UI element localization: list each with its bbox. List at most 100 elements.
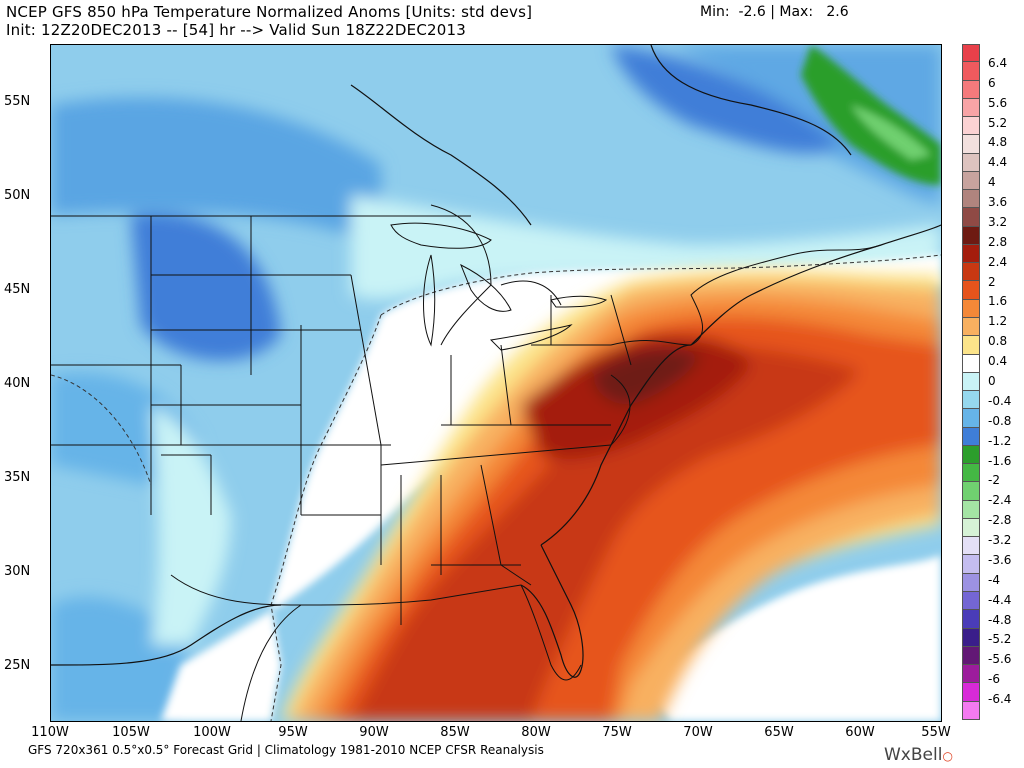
min-max-readout: Min: -2.6 | Max: 2.6 (700, 4, 849, 20)
colorbar-label: -0.4 (988, 393, 1012, 408)
colorbar-label: -4.8 (988, 612, 1012, 627)
colorbar-swatch (962, 610, 980, 629)
map-subtitle: Init: 12Z20DEC2013 -- [54] hr --> Valid … (6, 21, 466, 39)
lon-label: 70W (683, 725, 713, 740)
colorbar-swatch (962, 117, 980, 136)
colorbar-swatch (962, 299, 980, 318)
colorbar-swatch (962, 646, 980, 666)
colorbar-label: 2 (988, 274, 996, 289)
colorbar-swatch (962, 391, 980, 410)
colorbar-label: 4.8 (988, 135, 1008, 150)
lat-label: 40N (4, 376, 31, 391)
lon-label: 85W (440, 725, 470, 740)
colorbar-label: 1.2 (988, 314, 1008, 329)
brand-logo: WxBell○ (884, 745, 953, 765)
lat-label: 45N (4, 282, 31, 297)
lon-label: 80W (521, 725, 551, 740)
colorbar-swatch (962, 573, 980, 592)
colorbar-swatch (962, 98, 980, 118)
colorbar-swatch (962, 500, 980, 519)
colorbar-swatch (962, 208, 980, 227)
colorbar-swatch (962, 354, 980, 373)
colorbar-swatch (962, 683, 980, 702)
colorbar-swatch (962, 701, 980, 720)
brand-dot-icon: ○ (942, 749, 953, 763)
anomaly-map (50, 44, 942, 722)
colorbar (962, 44, 980, 720)
colorbar-swatch (962, 263, 980, 282)
colorbar-label: 4 (988, 175, 996, 190)
colorbar-swatch (962, 190, 980, 209)
colorbar-swatch (962, 518, 980, 538)
colorbar-swatch (962, 628, 980, 647)
colorbar-swatch (962, 336, 980, 355)
colorbar-label: 6 (988, 75, 996, 90)
lat-label: 25N (4, 658, 31, 673)
colorbar-swatch (962, 591, 980, 611)
colorbar-label: -4.4 (988, 592, 1012, 607)
colorbar-label: -5.2 (988, 632, 1012, 647)
colorbar-label: 6.4 (988, 55, 1008, 70)
colorbar-swatch (962, 80, 980, 99)
colorbar-swatch (962, 281, 980, 300)
lat-label: 50N (4, 188, 31, 203)
map-canvas (51, 45, 941, 721)
lat-label: 30N (4, 564, 31, 579)
lon-label: 60W (845, 725, 875, 740)
colorbar-swatch (962, 482, 980, 501)
lon-label: 90W (359, 725, 389, 740)
colorbar-label: -6 (988, 672, 1000, 687)
colorbar-label: 2.4 (988, 254, 1008, 269)
footer-credits: GFS 720x361 0.5°x0.5° Forecast Grid | Cl… (28, 743, 544, 757)
colorbar-swatch (962, 427, 980, 446)
colorbar-label: 0.4 (988, 354, 1008, 369)
colorbar-swatch (962, 555, 980, 574)
map-title: NCEP GFS 850 hPa Temperature Normalized … (6, 3, 533, 21)
green-anomaly-field (801, 45, 941, 185)
lon-label: 65W (764, 725, 794, 740)
warm-anomaly-field (281, 269, 941, 721)
colorbar-label: -2.4 (988, 493, 1012, 508)
colorbar-label: 3.6 (988, 195, 1008, 210)
colorbar-swatch (962, 244, 980, 264)
lon-label: 110W (31, 725, 69, 740)
colorbar-label: -1.2 (988, 433, 1012, 448)
colorbar-swatch (962, 665, 980, 684)
colorbar-swatch (962, 44, 980, 63)
political-borders (51, 204, 882, 721)
colorbar-label: -1.6 (988, 453, 1012, 468)
colorbar-label: 5.2 (988, 115, 1008, 130)
lon-label: 100W (193, 725, 231, 740)
colorbar-label: 2.8 (988, 234, 1008, 249)
colorbar-label: -2.8 (988, 513, 1012, 528)
colorbar-swatch (962, 226, 980, 245)
colorbar-swatch (962, 153, 980, 172)
brand-name: WxBell (884, 745, 943, 765)
colorbar-swatch (962, 409, 980, 428)
colorbar-label: -2 (988, 473, 1000, 488)
colorbar-label: -0.8 (988, 413, 1012, 428)
colorbar-label: 4.4 (988, 155, 1008, 170)
lon-label: 105W (112, 725, 150, 740)
colorbar-swatch (962, 537, 980, 556)
colorbar-swatch (962, 135, 980, 154)
great-lakes (390, 222, 608, 351)
colorbar-swatch (962, 445, 980, 465)
colorbar-label: -6.4 (988, 692, 1012, 707)
colorbar-swatch (962, 317, 980, 337)
colorbar-label: 0 (988, 374, 996, 388)
colorbar-swatch (962, 171, 980, 191)
colorbar-label: -5.6 (988, 652, 1012, 667)
lat-label: 35N (4, 470, 31, 485)
colorbar-label: -3.2 (988, 533, 1012, 548)
colorbar-swatch (962, 464, 980, 483)
lon-label: 55W (921, 725, 951, 740)
lon-label: 75W (602, 725, 632, 740)
coastlines (51, 45, 941, 678)
colorbar-label: 1.6 (988, 294, 1008, 309)
colorbar-label: 5.6 (988, 95, 1008, 110)
colorbar-label: -3.6 (988, 552, 1012, 567)
colorbar-label: 0.8 (988, 334, 1008, 349)
zero-contour (51, 254, 941, 721)
colorbar-swatch (962, 372, 980, 392)
